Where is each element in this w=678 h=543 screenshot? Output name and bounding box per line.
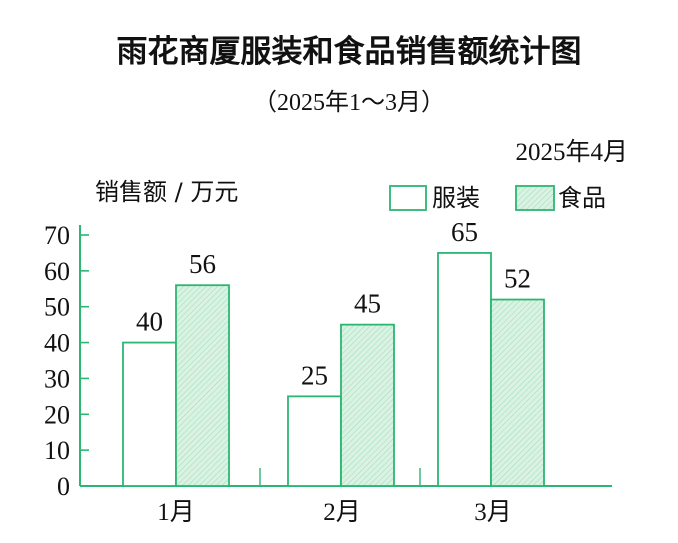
y-tick-label: 0 (57, 472, 70, 501)
bar-food (490, 298, 545, 487)
x-category-label: 1月 (157, 499, 195, 526)
plot-area: 0 10 20 30 40 50 60 70 40 56 1月 25 45 2月 65 52 3月 (44, 217, 612, 526)
chart-title: 雨花商厦服装和食品销售额统计图 (117, 34, 582, 70)
y-tick-label: 30 (44, 364, 70, 393)
bar-food (175, 284, 230, 487)
y-axis-label: 销售额 / 万元 (95, 178, 238, 206)
legend-label-clothing: 服装 (432, 184, 480, 212)
data-label: 40 (136, 307, 163, 337)
y-tick-label: 70 (44, 221, 70, 250)
data-label: 25 (301, 360, 328, 390)
data-label: 56 (189, 249, 216, 279)
bar-clothing (437, 252, 492, 487)
chart-date: 2025年4月 (515, 138, 628, 166)
legend-swatch-food (515, 185, 555, 211)
bar-clothing (287, 395, 342, 487)
legend-label-food: 食品 (558, 184, 606, 212)
y-tick-label: 10 (44, 436, 70, 465)
data-label: 45 (354, 289, 381, 319)
y-tick-label: 20 (44, 400, 70, 429)
x-category-label: 2月 (323, 499, 361, 526)
x-category-label: 3月 (474, 499, 512, 526)
chart-subtitle: （2025年1～3月） (253, 89, 445, 116)
y-tick-label: 40 (44, 329, 70, 358)
data-label: 65 (451, 217, 478, 247)
y-tick-label: 50 (44, 293, 70, 322)
legend-swatch-clothing (389, 185, 427, 211)
data-label: 52 (504, 264, 531, 294)
y-tick-label: 60 (44, 257, 70, 286)
bar-food (340, 323, 395, 487)
bar-clothing (122, 341, 177, 487)
